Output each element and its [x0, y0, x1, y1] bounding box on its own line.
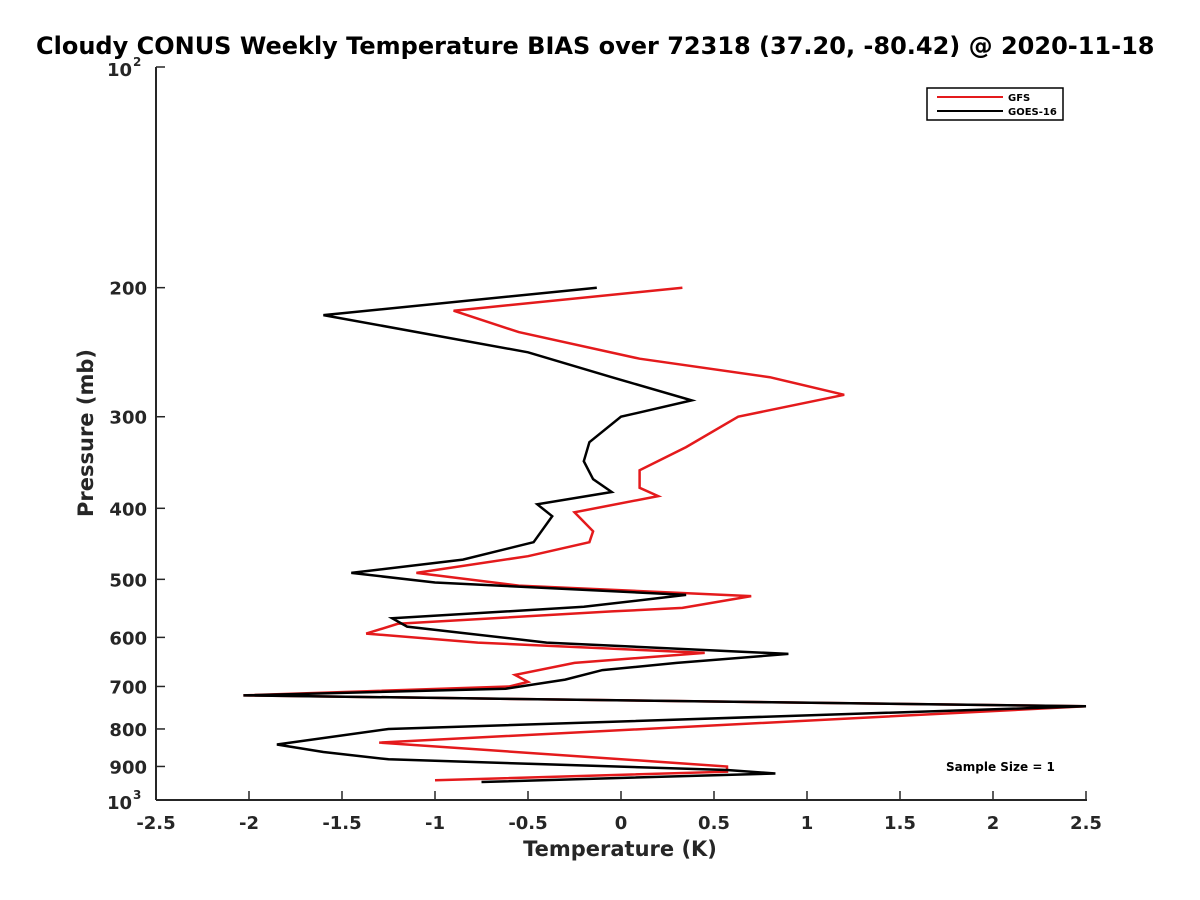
y-tick-label: 500 — [109, 570, 147, 591]
x-tick-label: -1.5 — [322, 813, 361, 834]
legend-box — [926, 87, 1064, 121]
chart-title: Cloudy CONUS Weekly Temperature BIAS ove… — [36, 32, 1154, 60]
x-tick-label: 1 — [801, 813, 814, 834]
x-tick-label: -2.5 — [136, 813, 175, 834]
y-tick-label: 900 — [109, 757, 147, 778]
series-line-goes-16 — [243, 286, 1087, 784]
x-tick-label: 1.5 — [884, 813, 916, 834]
x-tick-label: 2.5 — [1070, 813, 1102, 834]
series-layer — [243, 286, 1087, 784]
y-tick-label: 300 — [109, 408, 147, 429]
x-ticks: -2.5 -2 -1.5 -1 -0.5 0 0.5 1 1.5 2 2.5 — [136, 791, 1102, 834]
series-line-gfs — [243, 286, 1087, 782]
y-axis-label: Pressure (mb) — [74, 349, 98, 517]
x-axis-label: Temperature (K) — [523, 837, 717, 861]
x-tick-label: 0.5 — [698, 813, 730, 834]
y-end-tick-exponent: 3 — [133, 788, 141, 802]
y-end-tick-base: 10 — [107, 60, 132, 81]
y-tick-label: 400 — [109, 499, 147, 520]
x-tick-label: -1 — [425, 813, 445, 834]
y-end-tick-base: 10 — [107, 793, 132, 814]
y-tick-label: 700 — [109, 677, 147, 698]
legend-label-goes16: GOES-16 — [1008, 107, 1057, 118]
y-tick-label: 600 — [109, 628, 147, 649]
x-tick-label: -0.5 — [508, 813, 547, 834]
y-end-tick-exponent: 2 — [133, 55, 141, 69]
sample-size-annotation: Sample Size = 1 — [946, 760, 1055, 774]
legend-label-gfs: GFS — [1008, 93, 1030, 104]
y-tick-label: 800 — [109, 720, 147, 741]
x-tick-label: -2 — [239, 813, 259, 834]
x-tick-label: 2 — [987, 813, 1000, 834]
legend: GFS GOES-16 — [926, 87, 1064, 121]
x-tick-label: 0 — [615, 813, 628, 834]
y-tick-label: 200 — [109, 279, 147, 300]
